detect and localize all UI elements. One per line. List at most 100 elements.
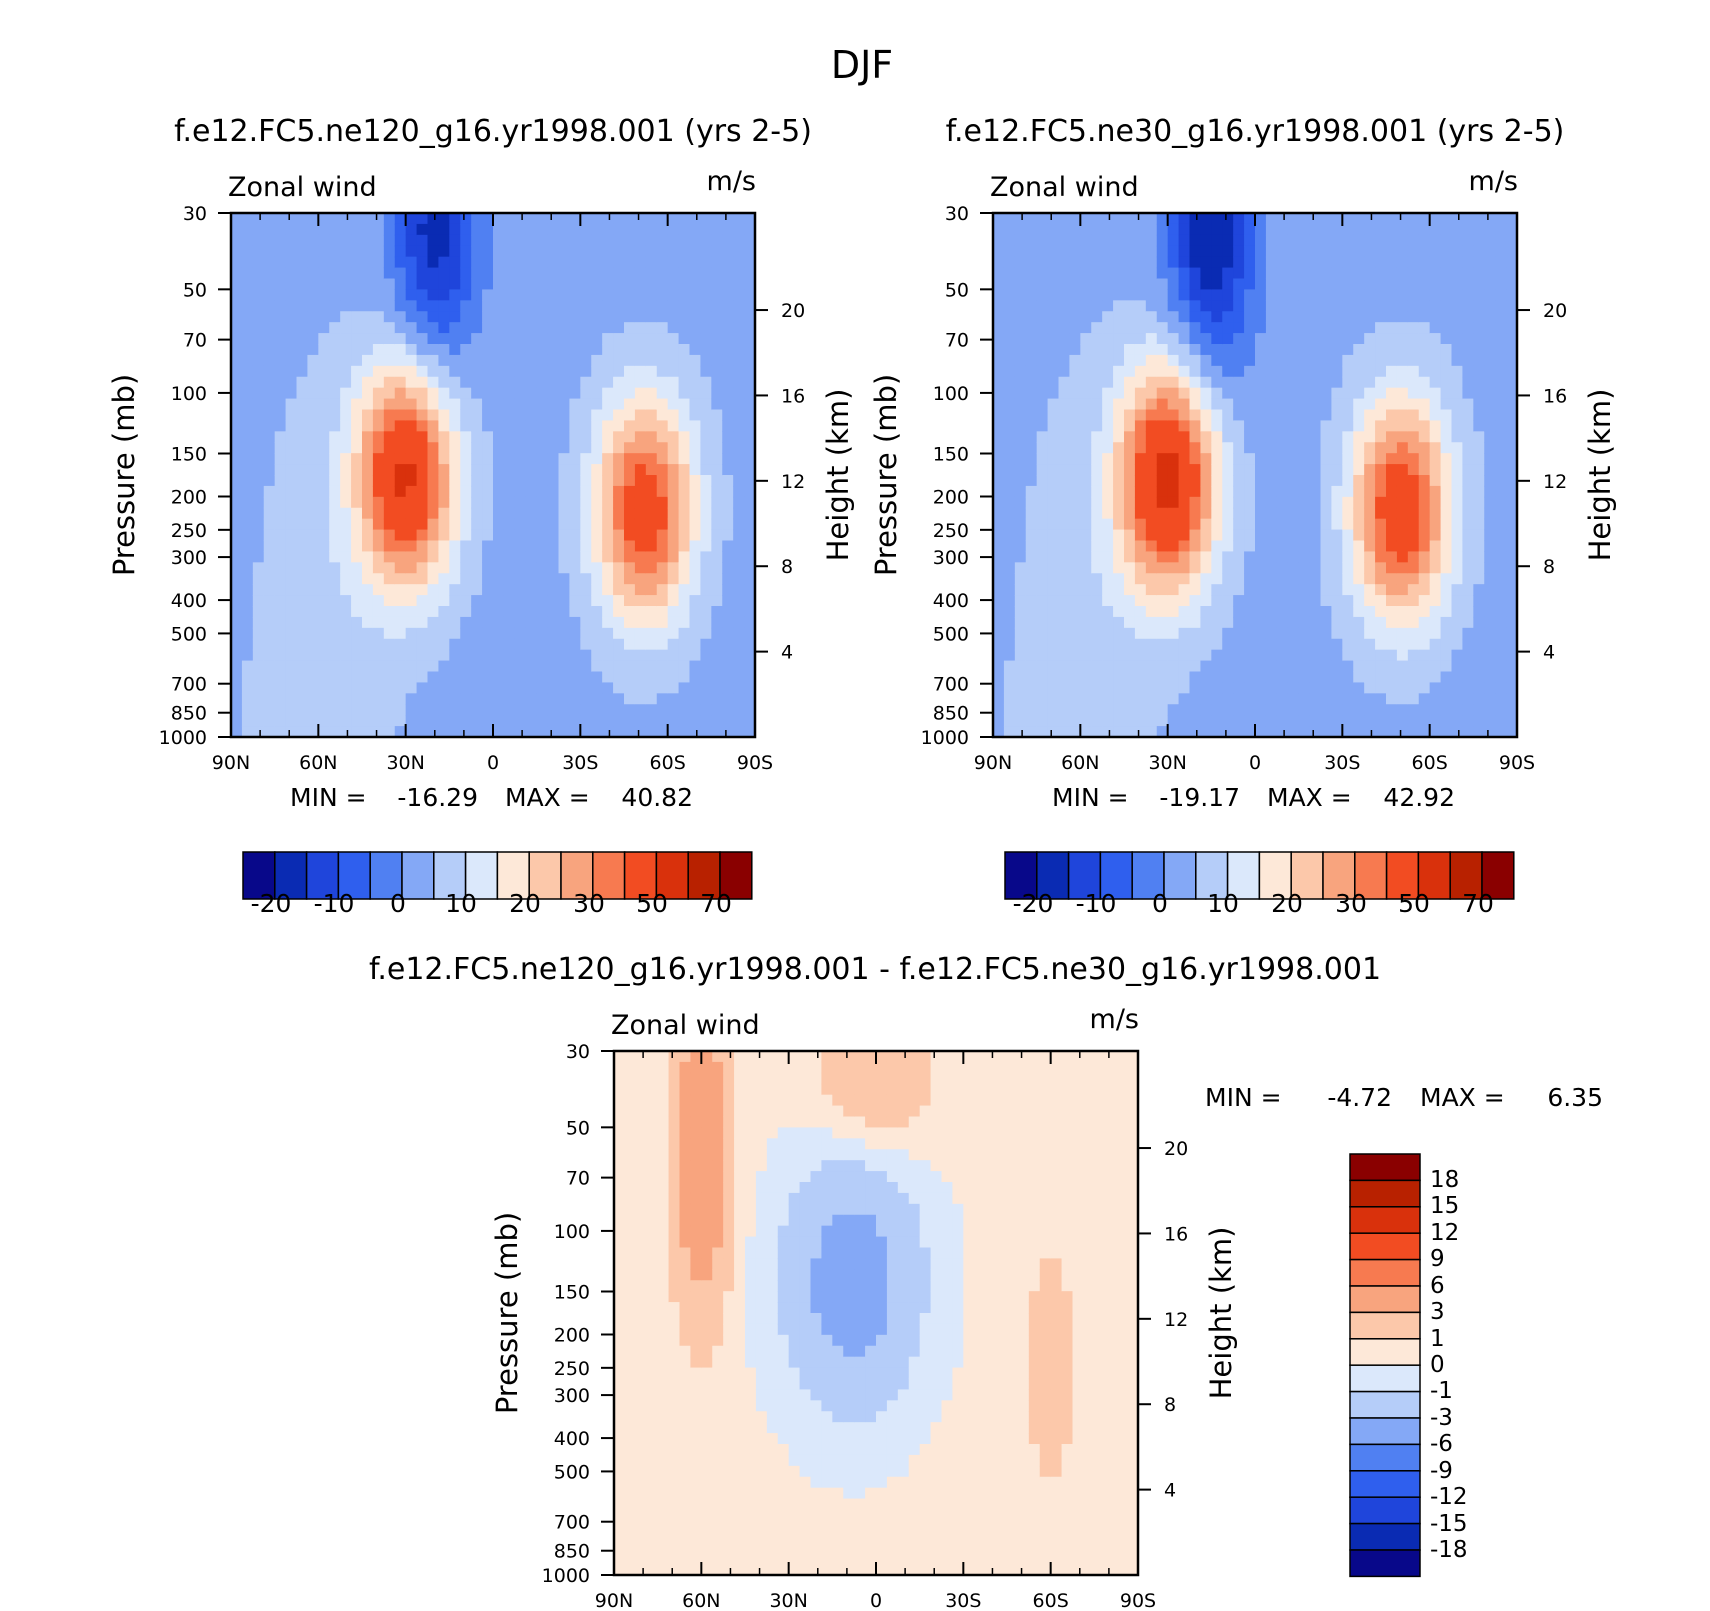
contour-cell	[438, 300, 450, 312]
contour-cell	[744, 278, 756, 291]
contour-cell	[460, 475, 472, 487]
contour-cell	[307, 300, 319, 312]
contour-cell	[329, 453, 341, 465]
contour-cell	[1145, 442, 1158, 454]
contour-cell	[394, 387, 407, 400]
contour-cell	[1375, 562, 1387, 574]
x-tick-label: 60N	[299, 752, 337, 774]
contour-cell	[471, 627, 483, 640]
contour-cell	[252, 300, 265, 312]
contour-cell	[536, 573, 549, 585]
contour-cell	[1014, 311, 1027, 323]
contour-cell	[624, 606, 636, 618]
contour-cell	[438, 485, 450, 498]
contour-cell	[993, 584, 1005, 596]
contour-cell	[1047, 595, 1060, 607]
contour-cell	[1386, 627, 1398, 640]
contour-cell	[733, 278, 745, 291]
contour-cell	[722, 311, 734, 323]
contour-cell	[1451, 420, 1464, 432]
contour-cell	[1036, 365, 1049, 378]
contour-cell	[1364, 453, 1376, 465]
contour-cell	[1298, 671, 1311, 684]
contour-cell	[1473, 518, 1485, 531]
contour-cell	[1320, 704, 1333, 716]
contour-cell	[503, 573, 516, 585]
contour-cell	[711, 518, 723, 531]
contour-cell	[1429, 562, 1442, 574]
contour-cell	[274, 267, 287, 280]
contour-cell	[1462, 726, 1474, 738]
contour-cell	[591, 595, 603, 607]
contour-cell	[318, 354, 330, 367]
contour-cell	[1036, 464, 1049, 476]
contour-cell	[1473, 256, 1485, 269]
contour-cell	[493, 289, 505, 301]
contour-cell	[635, 1214, 648, 1227]
contour-cell	[427, 464, 440, 476]
contour-cell	[1462, 715, 1474, 727]
contour-cell	[1233, 333, 1245, 345]
contour-cell	[744, 409, 756, 422]
contour-cell	[624, 1498, 637, 1511]
contour-cell	[536, 311, 549, 323]
contour-cell	[449, 453, 461, 465]
contour-cell	[296, 289, 309, 301]
contour-cell	[645, 365, 658, 378]
contour-cell	[624, 1487, 637, 1500]
contour-cell	[1222, 223, 1234, 236]
contour-cell	[547, 682, 560, 694]
contour-cell	[1386, 704, 1398, 716]
contour-cell	[1342, 223, 1354, 236]
contour-cell	[1003, 322, 1016, 334]
contour-cell	[1244, 398, 1256, 411]
contour-cell	[329, 234, 341, 247]
contour-cell	[1506, 562, 1518, 574]
contour-cell	[1342, 660, 1354, 673]
contour-cell	[1003, 398, 1016, 411]
contour-cell	[1484, 256, 1496, 269]
contour-cell	[1124, 540, 1136, 553]
contour-cell	[1451, 245, 1464, 258]
contour-cell	[1003, 376, 1016, 389]
contour-cell	[1080, 627, 1092, 640]
contour-cell	[493, 333, 505, 345]
contour-cell	[460, 387, 472, 400]
contour-cell	[1167, 660, 1180, 673]
contour-cell	[340, 551, 352, 563]
contour-cell	[1091, 562, 1103, 574]
contour-cell	[1364, 584, 1376, 596]
contour-cell	[1386, 322, 1398, 334]
contour-cell	[318, 704, 330, 716]
contour-cell	[241, 431, 254, 443]
contour-cell	[449, 300, 461, 312]
contour-cell	[667, 256, 680, 269]
contour-cell	[624, 595, 636, 607]
contour-cell	[503, 256, 516, 269]
contour-cell	[1353, 344, 1365, 356]
contour-cell	[602, 627, 614, 640]
contour-cell	[274, 322, 287, 334]
contour-cell	[340, 485, 352, 498]
contour-cell	[1178, 376, 1191, 389]
contour-cell	[635, 1094, 648, 1107]
contour-cell	[427, 475, 440, 487]
contour-cell	[329, 223, 341, 236]
y2-tick-label: 8	[1543, 556, 1555, 578]
contour-cell	[1364, 573, 1376, 585]
contour-cell	[1298, 234, 1311, 247]
contour-cell	[383, 704, 396, 716]
y-tick-label: 500	[171, 623, 207, 645]
contour-cell	[405, 311, 418, 323]
contour-cell	[1364, 726, 1376, 738]
contour-cell	[1091, 529, 1103, 542]
contour-cell	[1451, 704, 1464, 716]
contour-cell	[1167, 573, 1180, 585]
contour-cell	[1364, 464, 1376, 476]
contour-cell	[1025, 616, 1038, 629]
contour-cell	[1047, 671, 1060, 684]
contour-cell	[329, 649, 341, 662]
contour-cell	[1113, 704, 1125, 716]
contour-cell	[1156, 453, 1169, 465]
contour-cell	[493, 453, 505, 465]
